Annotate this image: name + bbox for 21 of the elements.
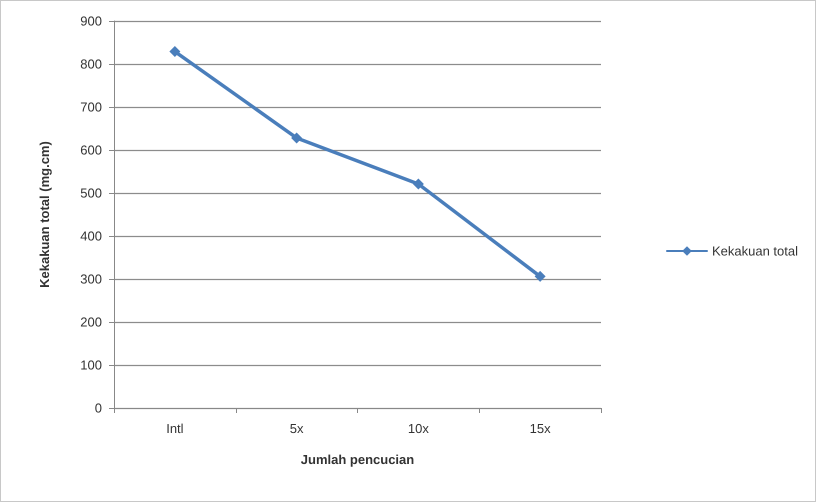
- point: [412, 178, 424, 190]
- x-tick-label: 5x: [290, 421, 304, 436]
- legend-label: Kekakuan total: [712, 244, 798, 258]
- y-tick-label: 400: [80, 228, 102, 244]
- point: [169, 46, 180, 58]
- y-tick-label: 300: [80, 272, 102, 286]
- y-tick-label: 800: [80, 56, 102, 72]
- y-axis-title: Kekakuan total (mg.cm): [37, 141, 52, 288]
- y-tick-label: 500: [80, 186, 102, 200]
- x-tick-label: Intl: [166, 421, 184, 436]
- y-tick-label: 600: [80, 142, 102, 158]
- y-tick-label: 0: [94, 400, 102, 416]
- point: [534, 270, 546, 282]
- x-tick-label: 15x: [530, 421, 552, 436]
- y-tick-label: 100: [80, 358, 102, 372]
- y-tick-label: 700: [80, 100, 102, 114]
- x-tick-label: 10x: [408, 421, 430, 436]
- y-tick-label: 900: [80, 14, 102, 28]
- point: [291, 132, 302, 144]
- x-axis-title: Jumlah pencucian: [300, 452, 414, 467]
- y-tick-label: 200: [80, 314, 102, 330]
